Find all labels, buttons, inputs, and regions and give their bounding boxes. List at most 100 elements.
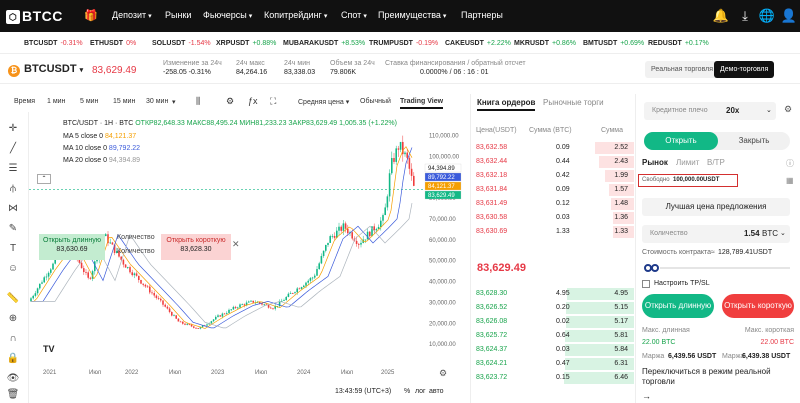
globe-icon[interactable]: 🌐 <box>758 8 776 23</box>
interval-15m[interactable]: 15 мин <box>113 98 136 105</box>
nav-deposit[interactable]: Депозит ▾ <box>112 10 152 20</box>
slider-handle[interactable] <box>644 264 664 272</box>
max-long-label: Макс. длинная <box>642 327 690 334</box>
switch-real-link[interactable]: Переключиться в режим реальной торговли <box>642 367 771 386</box>
symbol-selector[interactable]: ₿ BTCUSDT ▾ <box>8 63 83 77</box>
ask-row[interactable]: 83,632.58 0.09 2.52 <box>471 142 634 154</box>
order-type-tp[interactable]: B/TP <box>707 158 725 167</box>
open-tab[interactable]: Открыть <box>644 132 718 150</box>
ticker-item[interactable]: CAKEUSDT +2.22% <box>445 40 511 47</box>
eye-icon[interactable]: 👁 <box>6 373 20 384</box>
lock-icon[interactable]: 🔒 <box>6 353 20 364</box>
nav-benefits[interactable]: Преимущества ▾ <box>378 10 447 20</box>
chevron-down-icon[interactable]: ▾ <box>172 99 176 106</box>
interval-5m[interactable]: 5 мин <box>80 98 99 105</box>
open-long-button[interactable]: Открыть длинную <box>642 294 714 318</box>
ticker-item[interactable]: SOLUSDT -1.54% <box>152 40 211 47</box>
download-icon[interactable]: ⤓ <box>742 8 748 23</box>
ask-row[interactable]: 83,632.18 0.42 1.99 <box>471 170 634 182</box>
fullscreen-icon[interactable]: ⛶ <box>270 96 277 106</box>
nav-label: Партнеры <box>461 10 503 20</box>
arrow-right-icon[interactable]: → <box>642 391 651 401</box>
trash-icon[interactable]: 🗑 <box>6 389 20 400</box>
bell-icon[interactable]: 🔔 <box>712 8 730 23</box>
price-chart[interactable]: 110,000.00100,000.0090,000.0080,000.0070… <box>29 112 469 403</box>
ask-row[interactable]: 83,631.49 0.12 1.48 <box>471 198 634 210</box>
interval-time[interactable]: Время <box>14 98 36 105</box>
nav-markets[interactable]: Рынки <box>165 10 191 20</box>
demo-trading-button[interactable]: Демо-торговля <box>714 61 775 78</box>
pitchfork-icon[interactable]: ⫛ <box>10 183 16 194</box>
candle-type-icon[interactable]: ⫼ <box>196 96 201 106</box>
bid-row[interactable]: 83,626.08 0.02 5.17 <box>471 316 634 328</box>
ask-row[interactable]: 83,631.84 0.09 1.57 <box>471 184 634 196</box>
magnet-icon[interactable]: ∩ <box>9 333 17 344</box>
view-tradingview[interactable]: Trading View <box>400 98 444 109</box>
bid-row[interactable]: 83,628.30 4.95 4.95 <box>471 288 634 300</box>
bid-row[interactable]: 83,625.72 0.64 5.81 <box>471 330 634 342</box>
user-icon[interactable]: 👤 <box>780 8 798 23</box>
ruler-icon[interactable]: 📏 <box>6 293 20 304</box>
nav-futures[interactable]: Фьючерсы ▾ <box>203 10 253 20</box>
ticker-item[interactable]: REDUSDT +0.17% <box>648 40 709 47</box>
auto-toggle[interactable]: авто <box>429 388 444 395</box>
bid-row[interactable]: 83,624.37 0.03 5.84 <box>471 344 634 356</box>
gift-icon[interactable]: 🎁 <box>84 10 98 22</box>
bid-row[interactable]: 83,624.21 0.47 6.31 <box>471 358 634 370</box>
real-trading-button[interactable]: Реальная торговля <box>645 61 720 78</box>
best-price-field[interactable]: Лучшая цена предложения <box>642 198 790 216</box>
ticker-item[interactable]: MUBARAKUSDT +8.53% <box>283 40 365 47</box>
crosshair-icon[interactable]: ✛ <box>8 123 18 134</box>
leverage-selector[interactable]: Кредитное плечо 20x ⌄ <box>644 102 776 120</box>
stat-label: Ставка финансирования / обратный отсчет <box>385 60 526 67</box>
log-toggle[interactable]: лог <box>415 388 426 395</box>
collapse-legend-icon[interactable]: ⌃ <box>37 174 51 184</box>
bid-row[interactable]: 83,626.52 0.20 5.15 <box>471 302 634 314</box>
close-icon[interactable]: ✕ <box>232 239 240 249</box>
price-type-select[interactable]: Средняя цена ▾ <box>298 99 350 106</box>
ticker-item[interactable]: TRUMPUSDT -0.19% <box>369 40 438 47</box>
tab-market-trades[interactable]: Рыночные торги <box>543 98 604 107</box>
open-short-button[interactable]: Открыть короткую <box>722 294 794 318</box>
ask-row[interactable]: 83,630.69 1.33 1.33 <box>471 226 634 238</box>
percent-toggle[interactable]: % <box>404 388 411 395</box>
order-type-limit[interactable]: Лимит <box>676 158 700 167</box>
info-icon[interactable]: ⓘ <box>786 159 794 168</box>
text-icon[interactable]: T <box>9 243 17 254</box>
chart-open-long-button[interactable]: Открыть длинную 83,630.69 <box>39 234 105 260</box>
nav-partners[interactable]: Партнеры <box>461 10 503 20</box>
ask-row[interactable]: 83,632.44 0.44 2.43 <box>471 156 634 168</box>
interval-30m[interactable]: 30 мин <box>146 98 169 105</box>
view-normal[interactable]: Обычный <box>360 98 391 105</box>
calculator-icon[interactable]: ▦ <box>786 176 794 185</box>
quantity-field[interactable]: Количество 1.54 BTC ⌄ <box>642 225 790 243</box>
interval-1m[interactable]: 1 мин <box>47 98 66 105</box>
nav-copytrading[interactable]: Копитрейдинг ▾ <box>264 10 328 20</box>
tpsl-checkbox[interactable] <box>642 280 650 288</box>
settings-icon[interactable]: ⚙ <box>784 104 793 114</box>
order-type-market[interactable]: Рынок <box>642 158 668 167</box>
settings-icon[interactable]: ⚙ <box>226 96 235 106</box>
quantity-slider[interactable] <box>660 267 790 269</box>
ticker-item[interactable]: XRPUSDT +0.88% <box>216 40 276 47</box>
tab-orderbook[interactable]: Книга ордеров <box>477 98 536 111</box>
nav-spot[interactable]: Спот ▾ <box>341 10 367 20</box>
indicators-icon[interactable]: ƒx <box>248 96 258 106</box>
ticker-item[interactable]: BMTUSDT +0.69% <box>583 40 644 47</box>
ticker-item[interactable]: MKRUSDT +0.86% <box>514 40 576 47</box>
ticker-item[interactable]: ETHUSDT 0% <box>90 40 136 47</box>
ask-row[interactable]: 83,630.58 0.03 1.36 <box>471 212 634 224</box>
trendline-icon[interactable]: ╱ <box>9 143 17 154</box>
lines-icon[interactable]: ☰ <box>8 163 18 174</box>
bid-row[interactable]: 83,623.72 0.15 6.46 <box>471 372 634 384</box>
close-tab[interactable]: Закрыть <box>738 136 770 145</box>
brush-icon[interactable]: ✎ <box>8 223 18 234</box>
ticker-item[interactable]: BTCUSDT -0.31% <box>24 40 83 47</box>
chart-area[interactable]: 110,000.00100,000.0090,000.0080,000.0070… <box>28 112 468 403</box>
zoom-icon[interactable]: ⊕ <box>8 313 18 324</box>
chart-open-short-button[interactable]: Открыть короткую 83,628.30 <box>161 234 231 260</box>
btcc-logo[interactable]: ⬡ BTCC <box>6 8 63 24</box>
emoji-icon[interactable]: ☺ <box>7 263 19 274</box>
pattern-icon[interactable]: ⋈ <box>8 203 18 214</box>
settings-icon[interactable]: ⚙ <box>439 368 448 378</box>
